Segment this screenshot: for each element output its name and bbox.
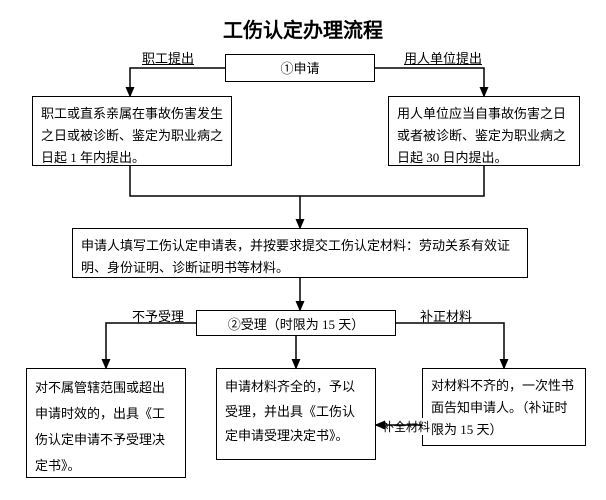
edge-label-complete: 补全材料 bbox=[380, 418, 432, 435]
page-title: 工伤认定办理流程 bbox=[0, 14, 606, 43]
node-submit-materials: 申请人填写工伤认定申请表，并按要求提交工伤认定材料：劳动关系有效证明、身份证明、… bbox=[72, 228, 528, 278]
node-employer-apply: 用人单位应当自事故伤害之日或者被诊断、鉴定为职业病之日起 30 日内提出。 bbox=[388, 96, 580, 166]
edge-label-employer: 用人单位提出 bbox=[402, 48, 484, 67]
node-reject: 对不属管辖范围或超出申请时效的，出具《工伤认定申请不予受理决定书》。 bbox=[26, 368, 186, 478]
edge-label-reject: 不予受理 bbox=[130, 306, 186, 325]
node-apply: ①申请 bbox=[225, 54, 375, 82]
node-accept: ②受理（时限为 15 天） bbox=[196, 310, 396, 336]
node-supplement: 对材料不齐的，一次性书面告知申请人。（补证时限为 15 天） bbox=[422, 368, 586, 446]
node-employee-apply: 职工或直系亲属在事故伤害发生之日或被诊断、鉴定为职业病之日起 1 年内提出。 bbox=[32, 96, 232, 166]
edge-label-correct: 补正材料 bbox=[418, 306, 474, 325]
edge-label-employee: 职工提出 bbox=[140, 48, 196, 67]
node-approve: 申请材料齐全的，予以受理，并出具《工伤认定申请受理决定书》。 bbox=[216, 368, 376, 460]
